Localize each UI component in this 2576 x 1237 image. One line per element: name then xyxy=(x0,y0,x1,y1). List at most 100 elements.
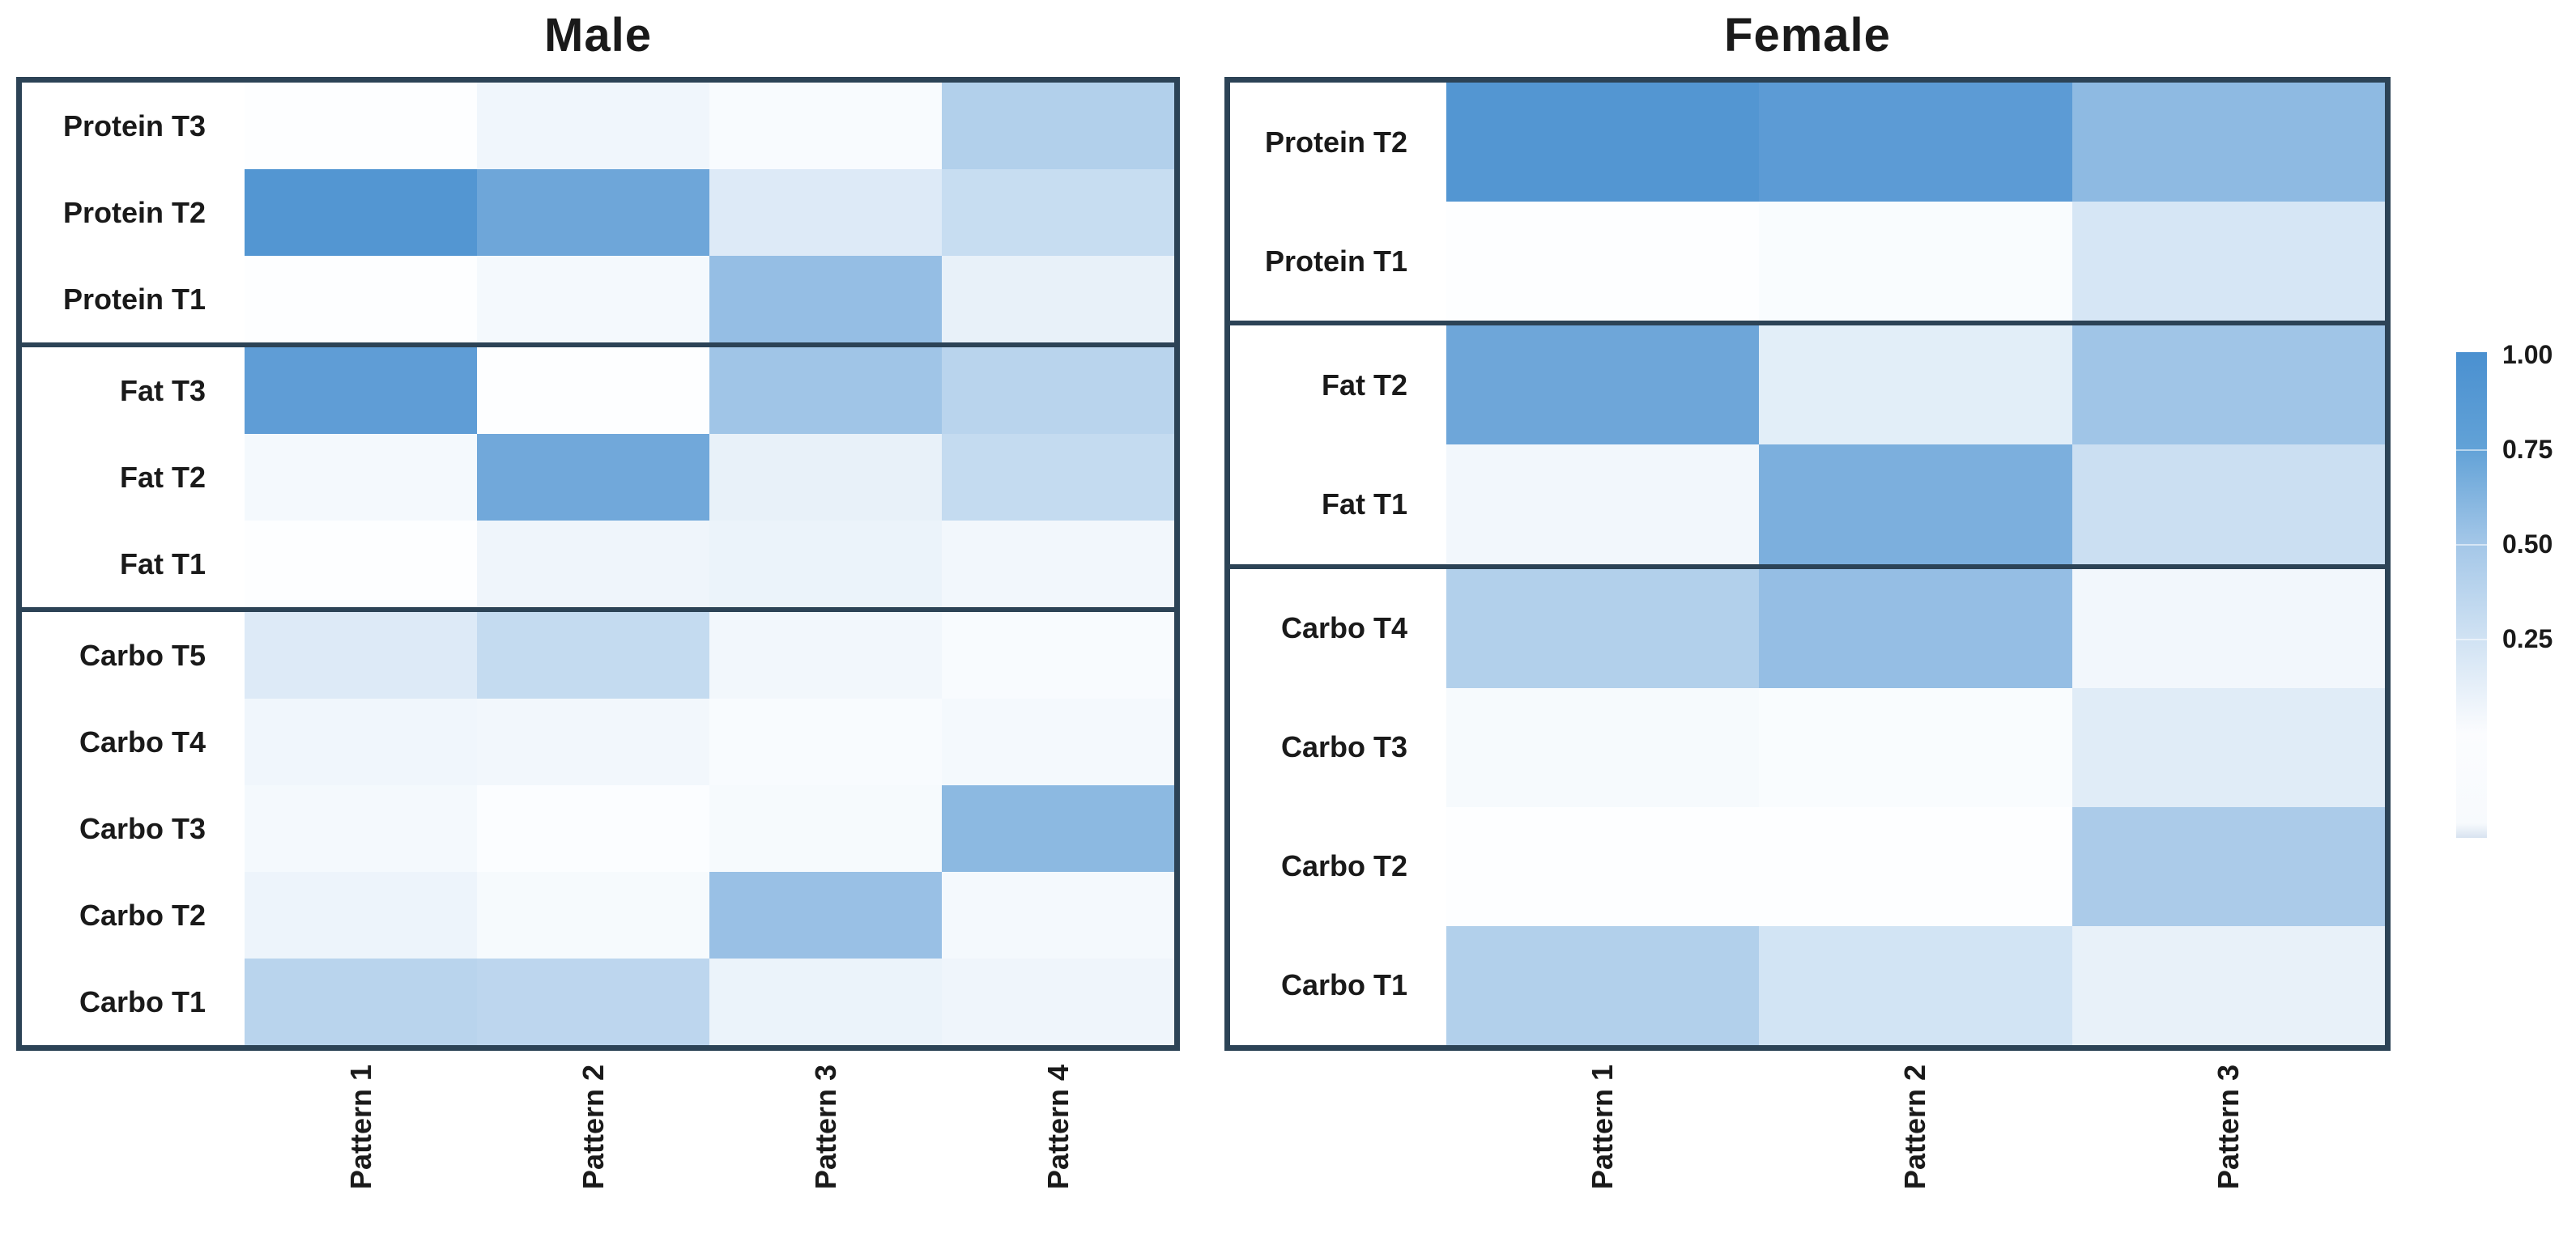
heatmap-cell xyxy=(709,521,942,607)
x-axis-label: Pattern 2 xyxy=(1898,1065,1932,1190)
heatmap-cell xyxy=(245,347,477,434)
colorbar-tick-025 xyxy=(2456,639,2487,640)
heatmap-cell xyxy=(245,83,477,169)
heatmap-cell xyxy=(709,434,942,521)
female-x-axis-labels: Pattern 1 Pattern 2 Pattern 3 xyxy=(1446,1065,2385,1235)
heatmap-cell xyxy=(709,959,942,1045)
colorbar-gradient xyxy=(2456,352,2487,838)
heatmap-cell xyxy=(2071,83,2385,202)
heatmap-cell xyxy=(709,83,942,169)
x-axis-label: Pattern 3 xyxy=(2211,1065,2245,1190)
heatmap-cell xyxy=(245,785,477,872)
heatmap-cell xyxy=(1446,202,1760,321)
heatmap-row: Carbo T1 xyxy=(22,959,1174,1045)
heatmap-cell xyxy=(942,959,1174,1045)
male-x-axis-labels: Pattern 1 Pattern 2 Pattern 3 Pattern 4 xyxy=(245,1065,1174,1235)
row-group-protein: Protein T2 Protein T1 xyxy=(1230,83,2385,321)
heatmap-row: Carbo T3 xyxy=(1230,687,2385,807)
x-axis-slot: Pattern 3 xyxy=(709,1065,942,1235)
heatmap-cell xyxy=(1446,83,1760,202)
x-axis-slot: Pattern 3 xyxy=(2072,1065,2385,1235)
heatmap-cell xyxy=(1759,568,2072,688)
colorbar-tick-075 xyxy=(2456,449,2487,451)
heatmap-cell xyxy=(1446,687,1760,807)
colorbar-label-025: 0.25 xyxy=(2502,624,2553,653)
row-label: Carbo T3 xyxy=(22,785,245,872)
heatmap-cell xyxy=(709,347,942,434)
heatmap-cell xyxy=(477,434,709,521)
heatmap-cell xyxy=(245,256,477,342)
heatmap-cell xyxy=(709,256,942,342)
heatmap-cell xyxy=(1759,925,2072,1045)
row-label: Protein T1 xyxy=(1230,202,1446,321)
heatmap-cell xyxy=(477,83,709,169)
heatmap-cell xyxy=(709,872,942,959)
colorbar-tick-050 xyxy=(2456,544,2487,546)
heatmap-cell xyxy=(709,612,942,699)
x-axis-label: Pattern 1 xyxy=(1586,1065,1620,1190)
heatmap-cell xyxy=(245,699,477,785)
heatmap-cell xyxy=(1759,687,2072,807)
heatmap-cell xyxy=(1446,568,1760,688)
heatmap-cell xyxy=(942,256,1174,342)
row-label: Protein T2 xyxy=(22,169,245,256)
heatmap-cell xyxy=(1759,806,2072,926)
x-axis-label: Pattern 4 xyxy=(1041,1065,1075,1190)
heatmap-cell xyxy=(942,785,1174,872)
heatmap-cell xyxy=(709,169,942,256)
row-group-protein: Protein T3 Protein T2 Protein T1 xyxy=(22,83,1174,342)
heatmap-row: Protein T2 xyxy=(22,169,1174,256)
female-heatmap: Protein T2 Protein T1 Fat T2 Fat T1 Carbo T4… xyxy=(1224,77,2391,1051)
heatmap-row: Carbo T4 xyxy=(22,699,1174,785)
male-heatmap-title: Male xyxy=(544,9,652,62)
heatmap-row: Fat T1 xyxy=(1230,444,2385,564)
x-axis-label: Pattern 2 xyxy=(576,1065,610,1190)
x-axis-slot: Pattern 2 xyxy=(1759,1065,2071,1235)
heatmap-row: Carbo T3 xyxy=(22,785,1174,872)
heatmap-cell xyxy=(709,785,942,872)
heatmap-cell xyxy=(2071,444,2385,564)
heatmap-cell xyxy=(1759,83,2072,202)
heatmap-cell xyxy=(245,169,477,256)
row-label: Carbo T4 xyxy=(1230,568,1446,688)
heatmap-cell xyxy=(245,959,477,1045)
row-group-fat: Fat T2 Fat T1 xyxy=(1230,321,2385,564)
heatmap-row: Carbo T5 xyxy=(22,612,1174,699)
row-label: Fat T3 xyxy=(22,347,245,434)
heatmap-cell xyxy=(477,959,709,1045)
heatmap-cell xyxy=(942,612,1174,699)
heatmap-row: Protein T3 xyxy=(22,83,1174,169)
heatmap-cell xyxy=(1759,325,2072,445)
female-heatmap-title: Female xyxy=(1724,9,1891,62)
row-label: Fat T1 xyxy=(22,521,245,607)
heatmap-cell xyxy=(477,169,709,256)
heatmap-cell xyxy=(1446,444,1760,564)
heatmap-cell xyxy=(245,872,477,959)
heatmap-cell xyxy=(1446,325,1760,445)
heatmap-cell xyxy=(245,521,477,607)
row-label: Carbo T3 xyxy=(1230,687,1446,807)
heatmap-row: Fat T3 xyxy=(22,347,1174,434)
heatmap-cell xyxy=(477,699,709,785)
heatmap-cell xyxy=(942,83,1174,169)
heatmap-cell xyxy=(942,347,1174,434)
heatmap-row: Carbo T2 xyxy=(22,872,1174,959)
heatmap-cell xyxy=(477,521,709,607)
heatmap-cell xyxy=(942,434,1174,521)
heatmap-cell xyxy=(942,699,1174,785)
heatmap-cell xyxy=(477,785,709,872)
row-label: Protein T2 xyxy=(1230,83,1446,202)
heatmap-cell xyxy=(245,612,477,699)
heatmap-cell xyxy=(942,872,1174,959)
x-axis-slot: Pattern 1 xyxy=(245,1065,477,1235)
colorbar-label-075: 0.75 xyxy=(2502,435,2553,464)
heatmap-cell xyxy=(942,521,1174,607)
x-axis-label: Pattern 1 xyxy=(343,1065,377,1190)
heatmap-cell xyxy=(245,434,477,521)
heatmap-cell xyxy=(709,699,942,785)
row-label: Carbo T4 xyxy=(22,699,245,785)
male-heatmap: Protein T3 Protein T2 Protein T1 Fat T3 Fat … xyxy=(16,77,1180,1051)
x-axis-slot: Pattern 1 xyxy=(1446,1065,1759,1235)
x-axis-slot: Pattern 2 xyxy=(477,1065,709,1235)
heatmap-row: Protein T2 xyxy=(1230,83,2385,202)
